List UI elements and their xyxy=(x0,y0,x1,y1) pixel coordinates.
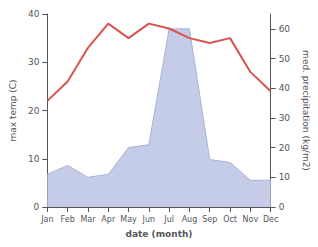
svg-text:20: 20 xyxy=(279,143,291,153)
svg-text:med. precipitation (kg/m2): med. precipitation (kg/m2) xyxy=(301,50,311,171)
svg-text:60: 60 xyxy=(279,24,291,34)
svg-text:Nov: Nov xyxy=(243,215,259,224)
svg-text:0: 0 xyxy=(34,202,40,212)
svg-text:Mar: Mar xyxy=(80,215,96,224)
svg-text:10: 10 xyxy=(279,172,291,182)
svg-text:10: 10 xyxy=(28,154,40,164)
svg-text:date (month): date (month) xyxy=(126,229,193,239)
svg-text:Sep: Sep xyxy=(202,215,217,224)
svg-text:20: 20 xyxy=(28,106,40,116)
svg-text:Jan: Jan xyxy=(40,215,53,224)
svg-text:May: May xyxy=(120,215,137,224)
svg-text:40: 40 xyxy=(279,83,291,93)
svg-text:Apr: Apr xyxy=(101,215,116,224)
svg-text:max temp (C): max temp (C) xyxy=(8,79,18,141)
svg-text:Jul: Jul xyxy=(163,215,174,224)
svg-text:30: 30 xyxy=(279,113,291,123)
svg-text:Dec: Dec xyxy=(263,215,278,224)
svg-text:40: 40 xyxy=(28,9,40,19)
svg-text:0: 0 xyxy=(279,202,285,212)
svg-text:50: 50 xyxy=(279,54,291,64)
svg-text:Feb: Feb xyxy=(61,215,75,224)
svg-text:Aug: Aug xyxy=(182,215,198,224)
svg-text:30: 30 xyxy=(28,57,40,67)
svg-text:Oct: Oct xyxy=(223,215,237,224)
svg-text:Jun: Jun xyxy=(142,215,156,224)
